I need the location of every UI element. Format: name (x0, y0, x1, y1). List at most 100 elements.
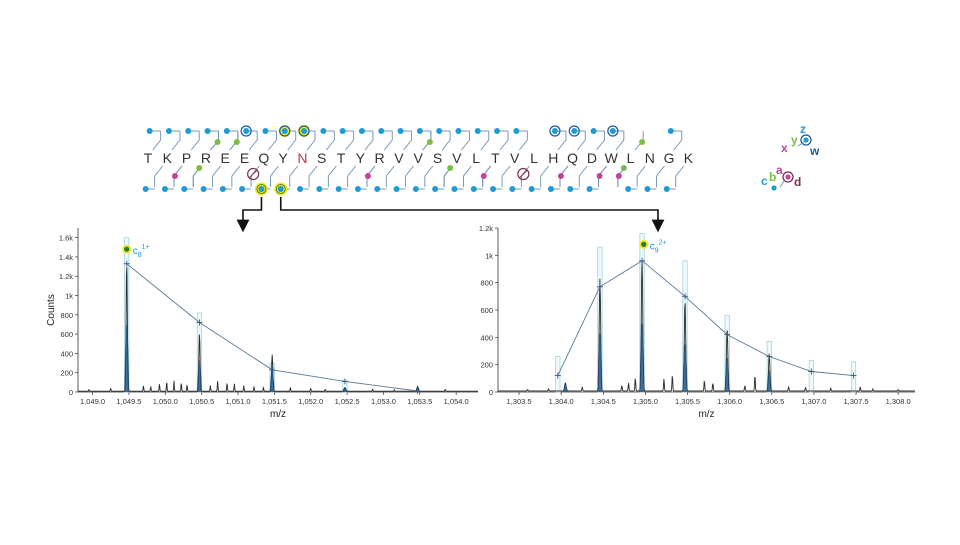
z-ion-marker (590, 128, 597, 134)
y-tick-label: 800 (60, 311, 73, 320)
z-ion-marker (494, 128, 501, 134)
selection-arrow (236, 197, 263, 233)
selected-ring (275, 184, 286, 194)
legend-d-label: d (794, 175, 801, 189)
legend-stem (779, 180, 785, 188)
residue-E: E (221, 150, 230, 166)
z-ion-marker (165, 128, 172, 134)
cleavage-line (424, 165, 434, 177)
legend-y-label: y (791, 133, 798, 147)
envelope-point (269, 366, 276, 373)
residue-E: E (240, 150, 249, 166)
x-tick-label: 1,052.5 (335, 397, 360, 406)
c-ion-marker (586, 186, 593, 192)
c-ion-marker (547, 186, 554, 192)
a-ion-marker (557, 173, 564, 179)
z-ion-marker (320, 128, 327, 134)
w-ion-ring (298, 125, 310, 137)
residue-L: L (627, 150, 635, 166)
z-ion-marker (551, 128, 558, 134)
z-ion-marker (204, 128, 211, 134)
c-ion-marker (451, 186, 458, 192)
w-ion-ring (607, 125, 619, 137)
isotope-peak (639, 323, 645, 392)
selection-arrow (279, 197, 665, 233)
ion-label: c92+ (650, 239, 667, 254)
z-ion-marker (358, 128, 365, 134)
isotope-peak (562, 384, 568, 392)
residue-T: T (491, 150, 500, 166)
b-ion-marker (447, 165, 454, 171)
w-ion-ring (568, 125, 580, 137)
c-ion-marker (625, 186, 632, 192)
x-tick-label: 1,306.5 (759, 397, 784, 406)
fitted-envelope (557, 260, 854, 377)
cleavage-line (347, 165, 357, 177)
unobserved-slash (518, 169, 528, 179)
c-ion-marker (219, 186, 226, 192)
y-ion-marker (214, 139, 221, 145)
z-ion-marker (571, 128, 578, 134)
residue-K: K (163, 150, 173, 166)
legend-c-label: c (761, 174, 768, 188)
cleavage-line (501, 165, 511, 177)
y-tick-label: 600 (60, 330, 73, 339)
cleavage-line (248, 139, 258, 151)
c-ion-marker (374, 186, 381, 192)
c-ion-marker (181, 186, 188, 192)
residue-V: V (452, 150, 462, 166)
c-ion-marker (393, 186, 400, 192)
a-ion-marker (364, 173, 371, 179)
z-ion-marker (513, 128, 520, 134)
w-ion-ring (279, 125, 291, 137)
envelope-point (766, 353, 773, 360)
cleavage-line (596, 139, 605, 151)
a-ion-marker (171, 173, 178, 179)
c-ion-marker (470, 186, 477, 192)
c-ion-marker (567, 186, 574, 192)
legend-z-dot (803, 137, 809, 143)
y-ion-marker (426, 139, 433, 145)
c-ion-marker (354, 186, 361, 192)
cleavage-line (171, 139, 181, 151)
c-ion-marker (432, 186, 439, 192)
envelope-point (341, 378, 348, 385)
isotope-peak (342, 387, 348, 392)
x-tick-label: 1,304.0 (549, 397, 574, 406)
x-axis-title: m/z (698, 409, 714, 420)
envelope-point (554, 372, 561, 379)
y-tick-label: 0 (69, 388, 73, 397)
residue-Q: Q (567, 150, 578, 166)
cleavage-line (383, 139, 393, 151)
residue-S: S (317, 150, 326, 166)
z-ion-marker (339, 128, 346, 134)
c-ion-marker (335, 186, 342, 192)
legend-b-label: b (769, 170, 776, 184)
cleavage-line (441, 139, 451, 151)
cleavage-line (364, 139, 374, 151)
legend-x-label: x (781, 141, 788, 155)
envelope-point (639, 257, 646, 264)
residue-S: S (433, 150, 442, 166)
z-ion-marker (243, 128, 250, 134)
residue-V: V (414, 150, 424, 166)
a-ion-marker (596, 173, 603, 179)
cleavage-line (461, 139, 470, 151)
cleavage-line (306, 139, 316, 151)
envelope-point (414, 388, 421, 395)
c-ion-marker (644, 186, 651, 192)
x-tick-label: 1,051.0 (225, 397, 250, 406)
cleavage-line (308, 165, 318, 177)
y-tick-label: 1k (65, 292, 73, 301)
legend-w-label: w (809, 144, 820, 158)
z-ion-marker (397, 128, 404, 134)
y-axis-title: Counts (46, 294, 57, 326)
z-ion-marker (474, 128, 481, 134)
residue-P: P (182, 150, 191, 166)
isotope-peak (124, 324, 130, 392)
residue-T: T (144, 150, 153, 166)
y-tick-label: 1k (485, 251, 493, 260)
b-ion-marker (196, 165, 203, 171)
cleavage-line (385, 165, 395, 177)
